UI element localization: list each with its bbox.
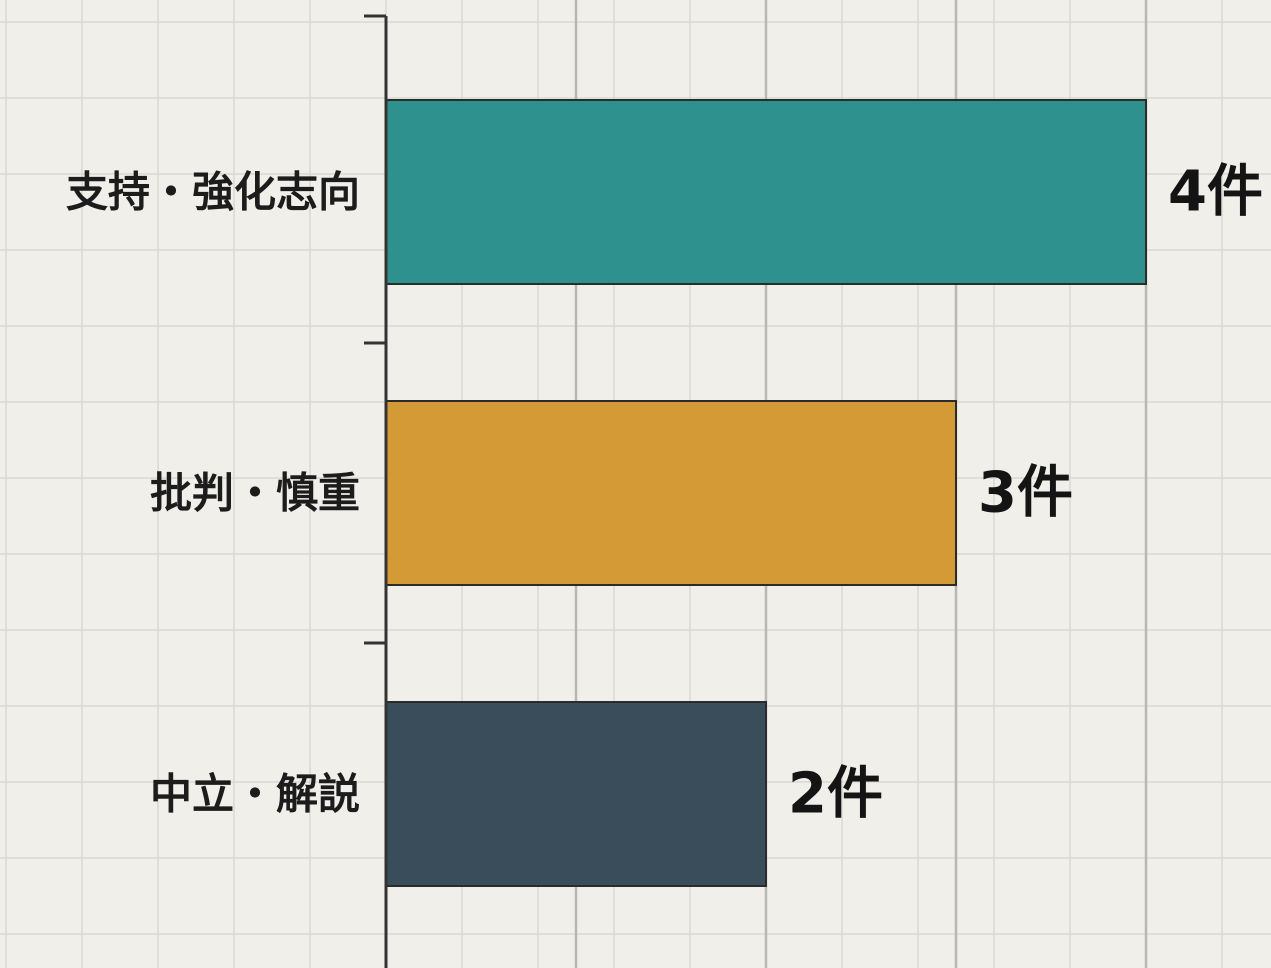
data-label: 2件 [788,762,883,827]
bar-2 [385,400,957,586]
category-label: 批判・慎重 [150,469,360,518]
bar-3 [385,701,767,887]
data-label: 3件 [978,461,1073,526]
category-label: 中立・解説 [150,770,360,819]
data-label: 4件 [1168,160,1263,225]
bar-1 [385,99,1147,285]
bars-group [385,99,1147,887]
y-axis [364,14,388,968]
category-label: 支持・強化志向 [66,168,360,217]
